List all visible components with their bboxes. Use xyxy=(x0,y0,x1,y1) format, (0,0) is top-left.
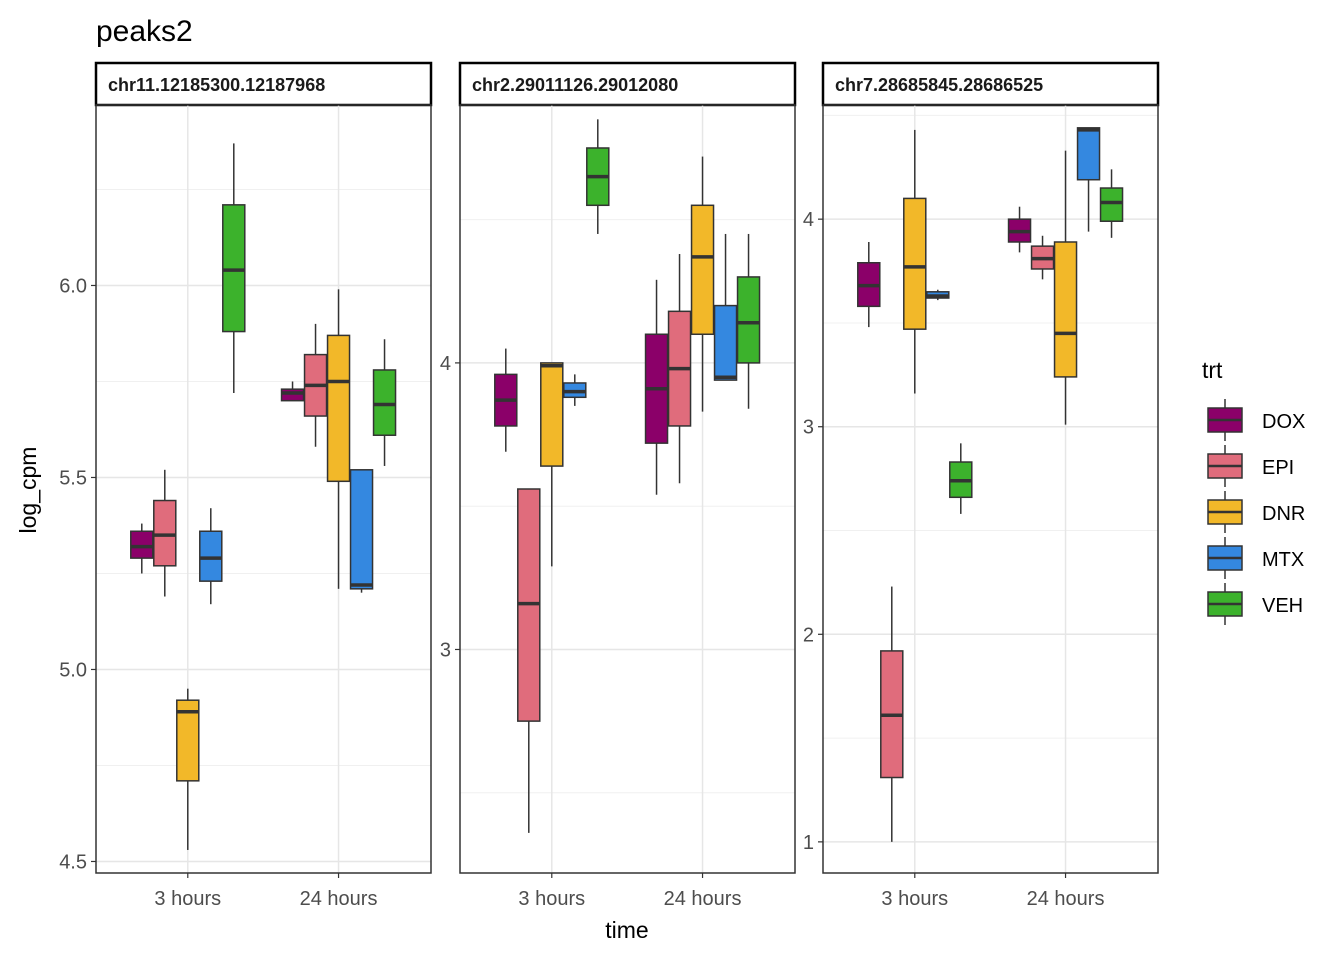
box-dnr xyxy=(326,289,351,589)
legend-item-epi: EPI xyxy=(1207,445,1294,487)
panel-border xyxy=(459,104,796,874)
legend-label: EPI xyxy=(1262,457,1294,479)
y-tick-label: 3 xyxy=(440,639,451,661)
box-iqr xyxy=(199,530,223,582)
facet-strip xyxy=(94,61,433,107)
x-tick-label: 24 hours xyxy=(1027,888,1105,910)
box-iqr xyxy=(736,276,761,364)
box-dnr xyxy=(1053,150,1078,425)
box-dox xyxy=(644,279,669,495)
box-mtx xyxy=(349,469,374,593)
legend-item-veh: VEH xyxy=(1207,583,1303,625)
box-epi xyxy=(880,586,904,842)
box-iqr xyxy=(903,197,927,330)
facet-panels: chr11.12185300.12187968 4.5 5.0 5.5 6.0 3 hou… xyxy=(59,61,1160,910)
facet-strip-label: chr11.12185300.12187968 xyxy=(108,75,325,95)
y-tick-label: 4.5 xyxy=(59,851,87,873)
box-mtx xyxy=(926,289,950,301)
box-dnr xyxy=(176,688,200,850)
y-tick-label: 5.0 xyxy=(59,659,87,681)
box-dox xyxy=(130,523,154,574)
legend-item-dnr: DNR xyxy=(1207,491,1305,533)
box-epi xyxy=(153,469,177,597)
x-tick-label: 24 hours xyxy=(300,888,378,910)
facet-strip xyxy=(458,61,797,107)
x-tick-label: 3 hours xyxy=(518,888,585,910)
x-tick-label: 3 hours xyxy=(881,888,948,910)
legend-item-mtx: MTX xyxy=(1207,537,1304,579)
legend: trt DOX EPI DNR MTX VEH xyxy=(1202,357,1305,625)
y-tick-label: 1 xyxy=(803,832,814,854)
box-dnr xyxy=(903,129,927,394)
box-mtx xyxy=(713,233,738,381)
box-veh xyxy=(1099,169,1124,238)
box-dox xyxy=(280,381,305,402)
legend-label: DNR xyxy=(1262,503,1305,525)
legend-label: VEH xyxy=(1262,595,1303,617)
legend-label: DOX xyxy=(1262,411,1305,433)
y-tick-label: 6.0 xyxy=(59,275,87,297)
y-tick-label: 5.5 xyxy=(59,467,87,489)
box-epi xyxy=(667,254,692,484)
y-tick-label: 3 xyxy=(803,417,814,439)
box-iqr xyxy=(540,362,564,467)
y-tick-label: 4 xyxy=(440,353,451,375)
x-tick-label: 24 hours xyxy=(664,888,742,910)
box-iqr xyxy=(372,369,397,436)
box-iqr xyxy=(130,530,154,559)
box-dnr xyxy=(690,156,715,412)
box-iqr xyxy=(280,388,305,402)
box-iqr xyxy=(222,204,246,333)
box-iqr xyxy=(690,204,715,336)
facet-panel-3: chr7.28685845.28686525 1 2 3 4 3 hours 24 hour… xyxy=(803,61,1160,910)
facet-strip-label: chr2.29011126.29012080 xyxy=(472,75,678,95)
box-veh xyxy=(736,233,761,409)
box-iqr xyxy=(1076,127,1101,181)
legend-label: MTX xyxy=(1262,549,1304,571)
box-iqr xyxy=(349,469,374,590)
box-iqr xyxy=(1053,241,1078,378)
facet-panel-2: chr2.29011126.29012080 3 4 3 hours 24 hours xyxy=(440,61,797,910)
legend-item-dox: DOX xyxy=(1207,399,1305,441)
box-mtx xyxy=(199,508,223,605)
box-dox xyxy=(494,348,518,452)
facet-strip-label: chr7.28685845.28686525 xyxy=(835,75,1043,95)
y-tick-label: 4 xyxy=(803,209,814,231)
box-epi xyxy=(303,323,328,447)
y-axis-title: log_cpm xyxy=(15,447,41,534)
box-epi xyxy=(1030,235,1055,280)
box-veh xyxy=(949,443,973,514)
box-mtx xyxy=(1076,127,1101,232)
x-tick-label: 3 hours xyxy=(154,888,221,910)
panel-border xyxy=(822,104,1159,874)
box-iqr xyxy=(176,699,200,782)
box-dox xyxy=(1007,206,1032,253)
plot-title: peaks2 xyxy=(96,15,193,48)
y-tick-label: 2 xyxy=(803,624,814,646)
box-iqr xyxy=(153,499,177,567)
box-iqr xyxy=(326,334,351,483)
box-veh xyxy=(586,119,610,234)
facet-strip xyxy=(821,61,1160,107)
box-epi xyxy=(517,488,541,833)
box-dox xyxy=(857,241,881,328)
box-iqr xyxy=(1099,187,1124,222)
box-veh xyxy=(372,339,397,466)
box-dnr xyxy=(540,362,564,567)
box-iqr xyxy=(713,304,738,381)
box-mtx xyxy=(563,374,587,406)
x-axis-title: time xyxy=(605,917,648,943)
panel-border xyxy=(95,104,432,874)
box-veh xyxy=(222,143,246,393)
facet-panel-1: chr11.12185300.12187968 4.5 5.0 5.5 6.0 3 hou… xyxy=(59,61,433,910)
legend-title: trt xyxy=(1202,357,1223,383)
